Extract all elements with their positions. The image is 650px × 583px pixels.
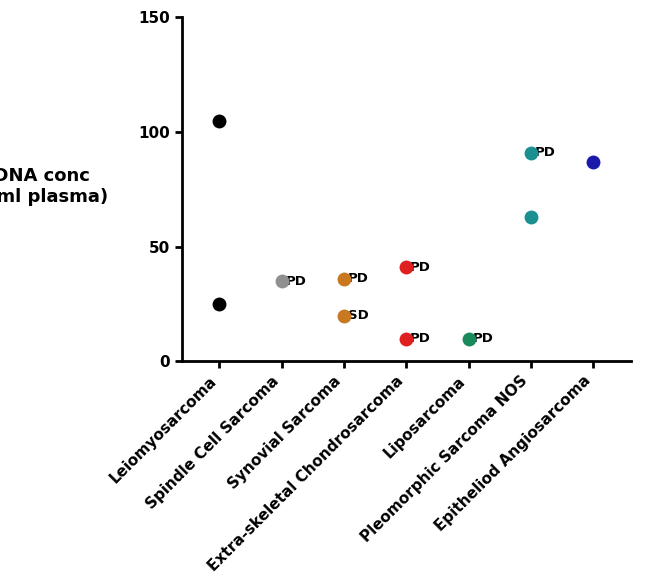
Point xyxy=(526,148,536,157)
Point xyxy=(214,116,225,125)
Point xyxy=(339,311,349,320)
Point xyxy=(463,334,474,343)
Point xyxy=(588,157,598,167)
Point xyxy=(339,274,349,283)
Text: cfDNA conc
(ng/ml plasma): cfDNA conc (ng/ml plasma) xyxy=(0,167,109,206)
Text: PD: PD xyxy=(410,332,431,345)
Text: SD: SD xyxy=(348,309,369,322)
Point xyxy=(276,276,287,286)
Text: PD: PD xyxy=(285,275,306,287)
Text: PD: PD xyxy=(348,272,369,286)
Text: PD: PD xyxy=(410,261,431,274)
Text: PD: PD xyxy=(534,146,556,159)
Point xyxy=(401,334,411,343)
Point xyxy=(214,300,225,309)
Text: PD: PD xyxy=(473,332,493,345)
Point xyxy=(526,212,536,222)
Point xyxy=(401,263,411,272)
